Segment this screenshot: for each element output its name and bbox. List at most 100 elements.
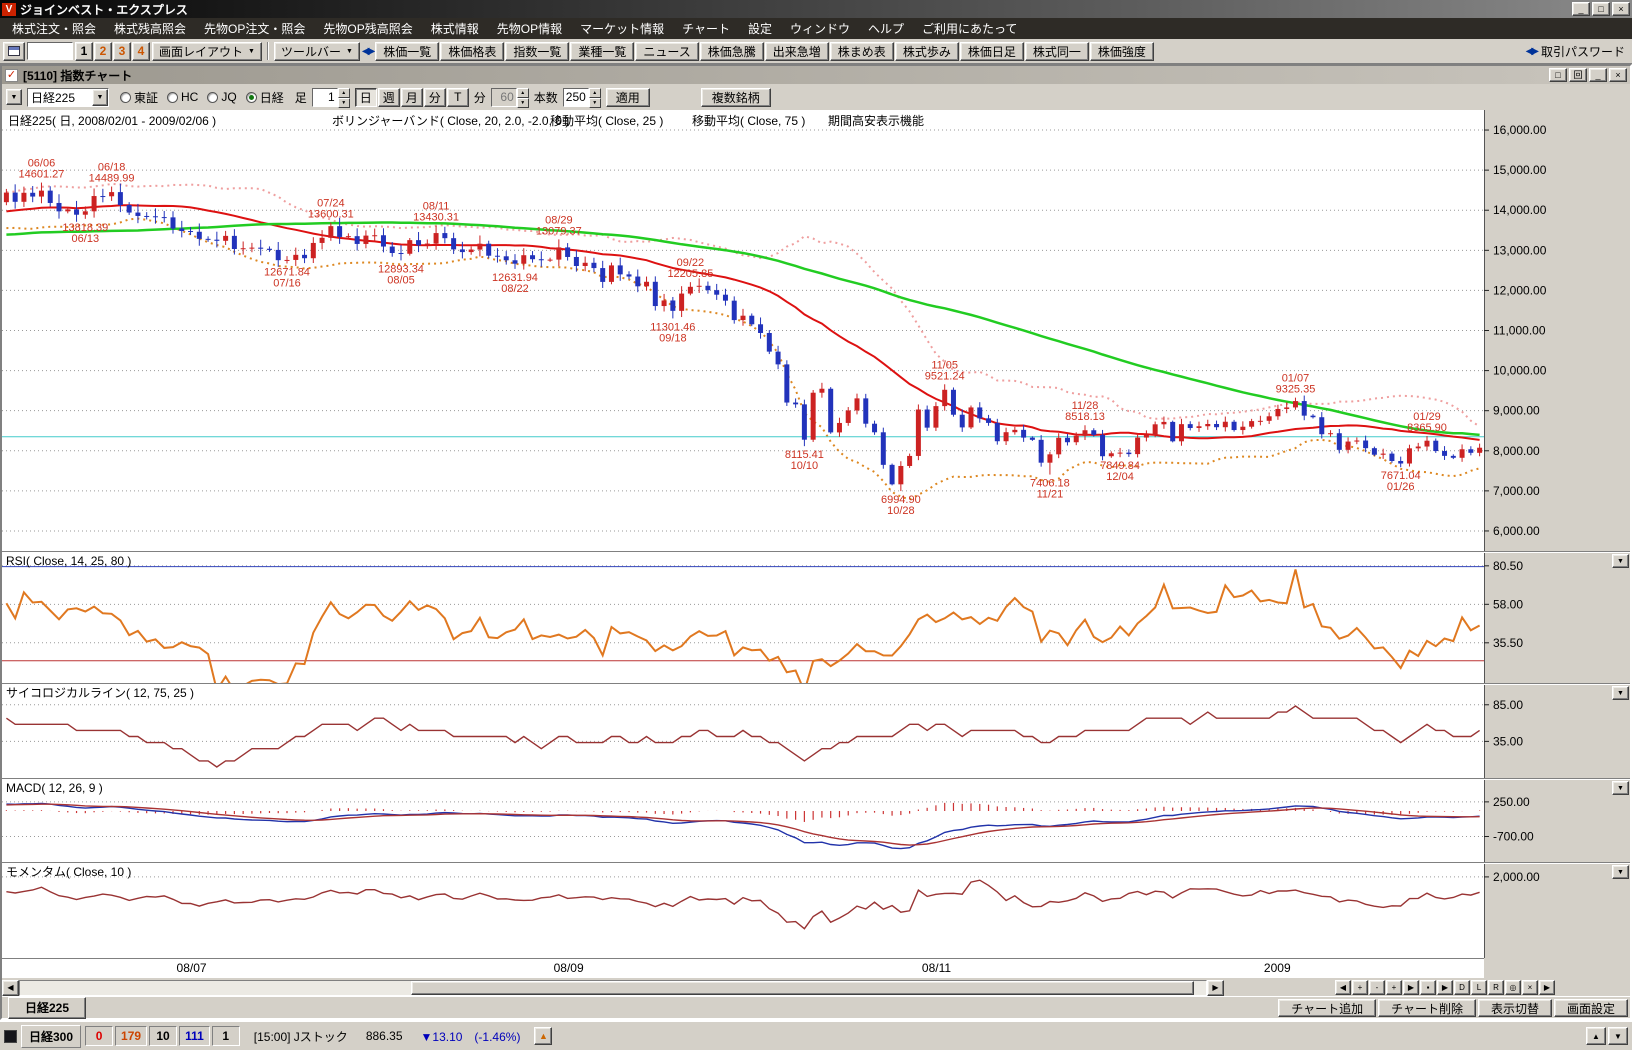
trade-password-button[interactable]: ◀▶ 取引パスワード — [1522, 42, 1629, 61]
mode-r-button[interactable]: R — [1488, 980, 1504, 995]
period-月-button[interactable]: 月 — [400, 87, 423, 107]
chart-window-cascade-button[interactable]: □ — [1549, 68, 1567, 82]
chart-window-restore-button[interactable]: 回 — [1569, 68, 1587, 82]
menu-item-1[interactable]: 株式残高照会 — [114, 22, 187, 36]
price-surge-button[interactable]: 株価急騰 — [699, 41, 764, 61]
apply-button[interactable]: 適用 — [605, 87, 650, 107]
menu-item-7[interactable]: チャート — [682, 22, 730, 36]
svg-text:14,000.00: 14,000.00 — [1493, 203, 1547, 217]
menu-item-2[interactable]: 先物OP注文・照会 — [204, 22, 306, 36]
macd-dropdown-button[interactable]: ▼ — [1612, 781, 1629, 795]
price-strength-button[interactable]: 株価強度 — [1089, 41, 1154, 61]
chart-window-check-icon[interactable]: ✓ — [5, 68, 18, 82]
window-close-button[interactable]: × — [1612, 2, 1630, 16]
menu-item-3[interactable]: 先物OP残高照会 — [323, 22, 413, 36]
scrollbar-thumb[interactable] — [411, 980, 1195, 995]
momentum-dropdown-button[interactable]: ▼ — [1612, 865, 1629, 879]
window-minimize-button[interactable]: _ — [1572, 2, 1590, 16]
panel-down-button[interactable]: ▼ — [1608, 1027, 1628, 1045]
macd-panel[interactable]: 250.00 -700.00 MACD( 12, 26, 9 ) — [2, 780, 1630, 862]
multi-symbol-button[interactable]: 複数銘柄 — [700, 87, 771, 107]
panel-up-button[interactable]: ▲ — [1586, 1027, 1606, 1045]
period-分-button[interactable]: 分 — [423, 87, 446, 107]
svg-text:08/05: 08/05 — [387, 274, 415, 286]
status-up-button[interactable]: ▲ — [534, 1027, 553, 1045]
chart-window-minimize-button[interactable]: _ — [1589, 68, 1607, 82]
radio-東証[interactable]: 東証 — [120, 89, 158, 106]
radio-JQ[interactable]: JQ — [207, 90, 237, 104]
zoom-in-button[interactable]: + — [1352, 980, 1368, 995]
x-axis-label: 08/07 — [176, 961, 207, 975]
same-stock-button[interactable]: 株式同一 — [1024, 41, 1089, 61]
bar-count-input[interactable] — [562, 87, 589, 107]
zoom-out-button[interactable]: - — [1369, 980, 1385, 995]
chart-add-button[interactable]: チャート追加 — [1278, 998, 1377, 1017]
menu-item-4[interactable]: 株式情報 — [430, 22, 479, 36]
toolbar-menu-button[interactable]: ツールバー ▼ — [273, 41, 360, 61]
scroll-last-button[interactable]: ▶ — [1403, 980, 1419, 995]
mode-d-button[interactable]: D — [1454, 980, 1470, 995]
menu-item-10[interactable]: ヘルプ — [868, 22, 905, 36]
chart-window-close-button[interactable]: × — [1609, 68, 1627, 82]
display-toggle-button[interactable]: 表示切替 — [1477, 998, 1552, 1017]
scroll-first-button[interactable]: ◀ — [1335, 980, 1351, 995]
symbol-combo[interactable]: 日経225 ▼ — [27, 87, 109, 107]
news-button[interactable]: ニュース — [635, 41, 699, 61]
layout-4-button[interactable]: 4 — [132, 41, 150, 61]
tab-nikkei225[interactable]: 日経225 — [8, 996, 87, 1019]
mode-l-button[interactable]: L — [1471, 980, 1487, 995]
momentum-panel[interactable]: 2,000.00 モメンタム( Close, 10 ) — [2, 864, 1630, 958]
menu-item-5[interactable]: 先物OP情報 — [496, 22, 563, 36]
screen-layout-button[interactable]: 画面レイアウト ▼ — [152, 41, 262, 61]
rsi-dropdown-button[interactable]: ▼ — [1612, 554, 1629, 568]
quick-code-input[interactable] — [27, 42, 73, 60]
daily-price-button[interactable]: 株価日足 — [959, 41, 1024, 61]
zoom-reset-button[interactable]: + — [1386, 980, 1402, 995]
screen-settings-button[interactable]: 画面設定 — [1553, 998, 1628, 1017]
play-button[interactable]: ▶ — [1437, 980, 1453, 995]
rsi-panel[interactable]: 80.50 58.00 35.50 RSI( Close, 14, 25, 80 ) — [2, 553, 1630, 683]
period-週-button[interactable]: 週 — [377, 87, 400, 107]
spinner-arrows-icon[interactable]: ▲ ▼ — [588, 87, 601, 108]
scrollbar-track[interactable] — [19, 979, 1207, 996]
chart-window-title: [5110] 指数チャート — [23, 68, 133, 83]
radio-日経[interactable]: 日経 — [245, 89, 284, 106]
tick-history-button[interactable]: 株式歩み — [894, 41, 959, 61]
layout-3-button[interactable]: 3 — [113, 41, 131, 61]
period-日-button[interactable]: 日 — [354, 87, 377, 107]
menu-item-0[interactable]: 株式注文・照会 — [12, 22, 97, 36]
expand-button[interactable]: ▶ — [1539, 980, 1555, 995]
layout-2-button[interactable]: 2 — [94, 41, 112, 61]
radio-HC[interactable]: HC — [167, 90, 198, 104]
toolbar-buttons: 株価一覧 株価格表 指数一覧 業種一覧 ニュース 株価急騰 出来急増 株まめ表 株式歩み 株価日足… — [375, 41, 1154, 61]
layout-1-button[interactable]: 1 — [75, 41, 93, 61]
menu-item-8[interactable]: 設定 — [747, 22, 772, 36]
sector-list-button[interactable]: 業種一覧 — [570, 41, 635, 61]
main-chart-panel[interactable]: 16,000.00 15,000.00 14,000.00 13,000.00 12,0… — [2, 110, 1630, 551]
window-maximize-button[interactable]: □ — [1592, 2, 1610, 16]
menu-item-9[interactable]: ウィンドウ — [790, 22, 851, 36]
close-tool-button[interactable]: × — [1522, 980, 1538, 995]
volume-surge-button[interactable]: 出来急増 — [764, 41, 829, 61]
combo-dropdown-icon[interactable]: ▼ — [92, 88, 108, 106]
scroll-left-button[interactable]: ◀ — [2, 979, 19, 996]
price-board-button[interactable]: 株価格表 — [440, 41, 505, 61]
bar-interval-input[interactable] — [311, 87, 338, 107]
menu-item-11[interactable]: ご利用にあたって — [922, 22, 1018, 36]
collapse-arrows-icon[interactable]: ◀▶ — [361, 45, 375, 57]
index-list-button[interactable]: 指数一覧 — [505, 41, 570, 61]
menu-item-6[interactable]: マーケット情報 — [580, 22, 665, 36]
period-T-button[interactable]: T — [446, 87, 469, 107]
chart-delete-button[interactable]: チャート削除 — [1378, 998, 1476, 1017]
price-list-button[interactable]: 株価一覧 — [375, 41, 440, 61]
zoom-tool-button[interactable]: ◎ — [1505, 980, 1521, 995]
layout-grid-button[interactable] — [3, 41, 25, 61]
symbol-list-button[interactable]: ▼ — [6, 89, 22, 105]
marker-tool-button[interactable]: ▪ — [1420, 980, 1436, 995]
stock-memo-button[interactable]: 株まめ表 — [829, 41, 894, 61]
spinner-arrows-icon[interactable]: ▲ ▼ — [337, 87, 350, 108]
svg-text:ボリンジャーバンド( Close, 20, 2.0, -2.: ボリンジャーバンド( Close, 20, 2.0, -2.0, 0 ) — [332, 114, 569, 128]
scroll-right-button[interactable]: ▶ — [1207, 979, 1224, 996]
psych-panel[interactable]: 85.00 35.00 サイコロジカルライン( 12, 75, 25 ) — [2, 685, 1630, 778]
psych-dropdown-button[interactable]: ▼ — [1612, 686, 1629, 700]
